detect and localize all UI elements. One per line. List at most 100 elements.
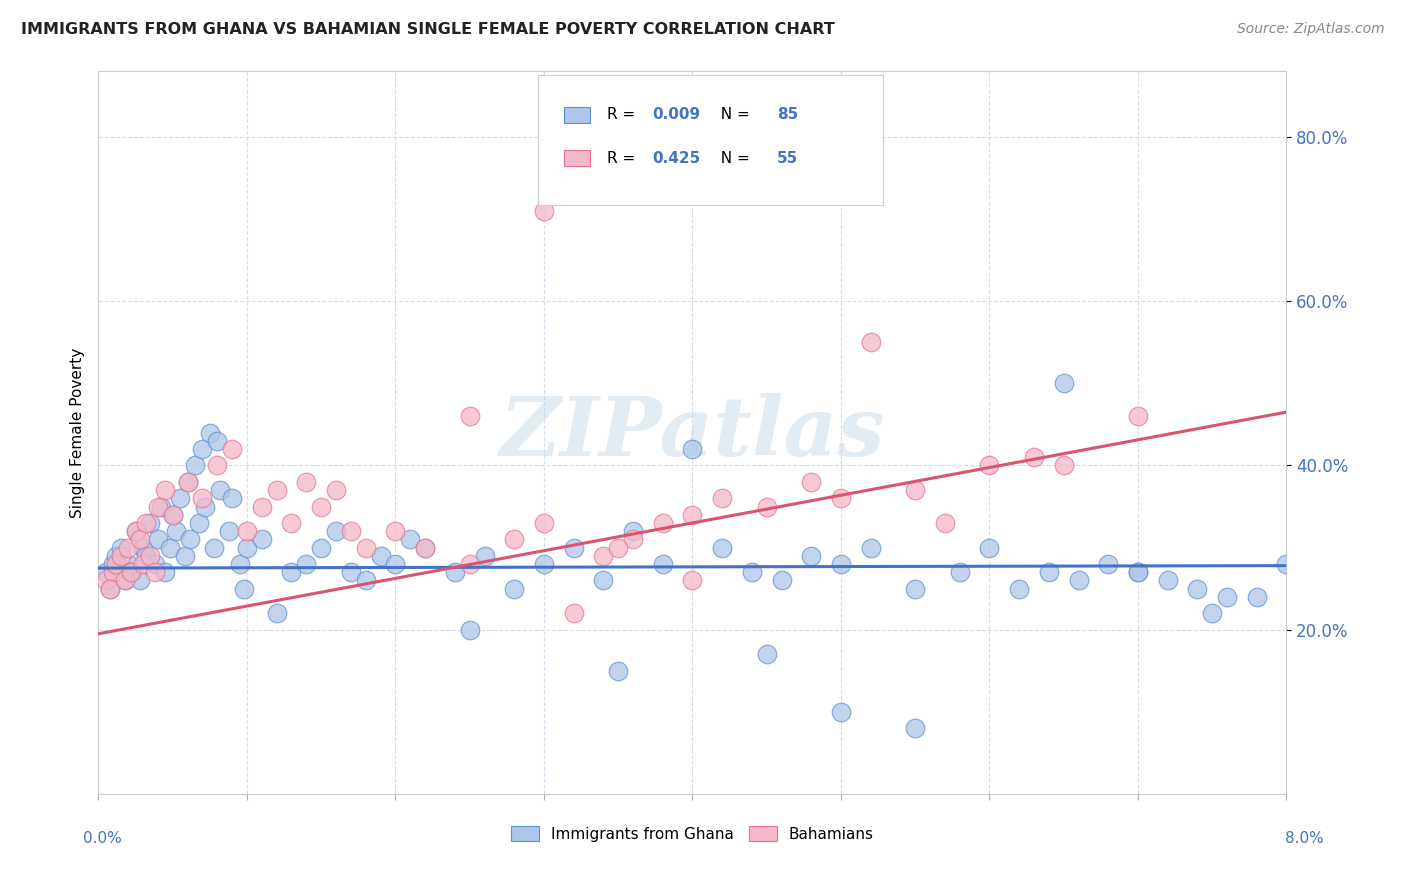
- Point: [592, 549, 614, 563]
- Point: [105, 549, 128, 563]
- Point: [146, 533, 169, 547]
- Point: [250, 500, 273, 514]
- Point: [105, 557, 128, 571]
- Point: [266, 607, 288, 621]
- Point: [1053, 376, 1076, 391]
- Point: [280, 516, 302, 530]
- Point: [155, 483, 177, 497]
- Point: [384, 557, 406, 571]
- Point: [1126, 565, 1149, 579]
- Point: [135, 549, 157, 563]
- Point: [399, 533, 422, 547]
- Point: [830, 557, 852, 571]
- Point: [800, 475, 823, 489]
- Point: [250, 533, 273, 547]
- Point: [741, 565, 763, 579]
- Text: 8.0%: 8.0%: [1285, 831, 1324, 846]
- Point: [755, 648, 778, 662]
- Point: [904, 582, 927, 596]
- Point: [325, 483, 347, 497]
- Point: [124, 524, 146, 538]
- Point: [309, 500, 332, 514]
- Point: [340, 565, 363, 579]
- Point: [103, 565, 125, 579]
- Point: [159, 541, 181, 555]
- FancyBboxPatch shape: [564, 150, 591, 166]
- Point: [129, 533, 152, 547]
- Point: [1126, 565, 1149, 579]
- Point: [202, 541, 225, 555]
- Point: [188, 516, 211, 530]
- Point: [146, 500, 169, 514]
- Point: [533, 557, 555, 571]
- Point: [129, 574, 152, 588]
- Point: [184, 458, 207, 473]
- Point: [94, 565, 117, 579]
- Point: [904, 721, 927, 735]
- Point: [1097, 557, 1119, 571]
- Point: [681, 442, 703, 456]
- Text: Source: ZipAtlas.com: Source: ZipAtlas.com: [1237, 22, 1385, 37]
- Point: [132, 541, 155, 555]
- Point: [110, 541, 132, 555]
- Point: [233, 582, 256, 596]
- Point: [621, 524, 644, 538]
- Point: [228, 557, 250, 571]
- Point: [309, 541, 332, 555]
- Text: 55: 55: [776, 151, 799, 166]
- Point: [1201, 607, 1223, 621]
- Point: [621, 533, 644, 547]
- Point: [949, 565, 972, 579]
- Point: [413, 541, 436, 555]
- Point: [770, 574, 793, 588]
- Point: [139, 549, 162, 563]
- Point: [143, 565, 166, 579]
- Point: [124, 524, 146, 538]
- Point: [207, 434, 229, 448]
- Point: [120, 565, 142, 579]
- Point: [218, 524, 240, 538]
- Point: [169, 491, 191, 506]
- Point: [1156, 574, 1178, 588]
- Point: [651, 557, 673, 571]
- Text: ZIPatlas: ZIPatlas: [499, 392, 886, 473]
- Point: [1008, 582, 1031, 596]
- Point: [562, 541, 585, 555]
- Point: [149, 500, 172, 514]
- Point: [110, 549, 132, 563]
- Point: [191, 491, 214, 506]
- Point: [503, 582, 526, 596]
- Point: [165, 524, 187, 538]
- Point: [194, 500, 217, 514]
- Text: IMMIGRANTS FROM GHANA VS BAHAMIAN SINGLE FEMALE POVERTY CORRELATION CHART: IMMIGRANTS FROM GHANA VS BAHAMIAN SINGLE…: [21, 22, 835, 37]
- Point: [114, 574, 136, 588]
- Point: [120, 565, 142, 579]
- Point: [117, 541, 139, 555]
- Point: [176, 475, 198, 489]
- FancyBboxPatch shape: [538, 75, 883, 205]
- Text: R =: R =: [607, 151, 640, 166]
- Point: [1022, 450, 1045, 465]
- Point: [98, 582, 121, 596]
- Point: [155, 565, 177, 579]
- Point: [103, 557, 125, 571]
- Point: [354, 574, 377, 588]
- Point: [340, 524, 363, 538]
- Text: 0.0%: 0.0%: [83, 831, 122, 846]
- Point: [607, 541, 630, 555]
- Point: [1038, 565, 1060, 579]
- FancyBboxPatch shape: [564, 107, 591, 123]
- Point: [681, 574, 703, 588]
- Point: [1216, 590, 1239, 604]
- Point: [830, 491, 852, 506]
- Point: [711, 541, 734, 555]
- Point: [979, 541, 1001, 555]
- Point: [98, 582, 121, 596]
- Point: [132, 557, 155, 571]
- Point: [179, 533, 201, 547]
- Point: [354, 541, 377, 555]
- Point: [207, 458, 229, 473]
- Point: [413, 541, 436, 555]
- Point: [474, 549, 496, 563]
- Point: [236, 541, 259, 555]
